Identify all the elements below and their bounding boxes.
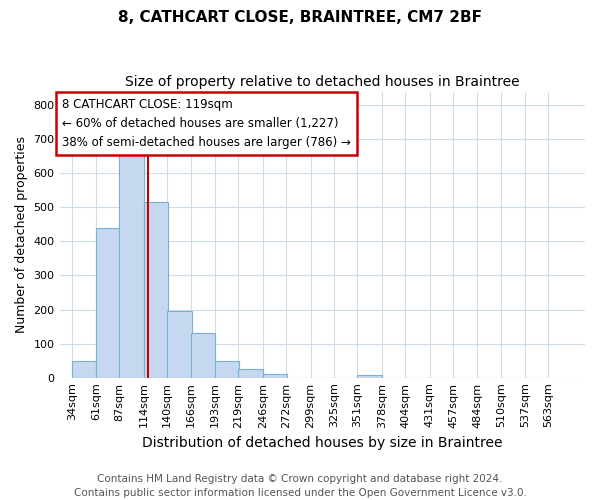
Bar [96,228,121,378]
Bar [191,334,215,378]
Bar [238,369,263,378]
Bar [358,375,382,378]
Title: Size of property relative to detached houses in Braintree: Size of property relative to detached ho… [125,75,520,89]
Bar [167,312,191,378]
X-axis label: Distribution of detached houses by size in Braintree: Distribution of detached houses by size … [142,436,503,450]
Text: 8 CATHCART CLOSE: 119sqm
← 60% of detached houses are smaller (1,227)
38% of sem: 8 CATHCART CLOSE: 119sqm ← 60% of detach… [62,98,351,150]
Bar [119,153,144,378]
Y-axis label: Number of detached properties: Number of detached properties [15,136,28,333]
Bar [263,374,287,378]
Text: 8, CATHCART CLOSE, BRAINTREE, CM7 2BF: 8, CATHCART CLOSE, BRAINTREE, CM7 2BF [118,10,482,25]
Text: Contains HM Land Registry data © Crown copyright and database right 2024.
Contai: Contains HM Land Registry data © Crown c… [74,474,526,498]
Bar [72,360,96,378]
Bar [215,360,239,378]
Bar [144,202,168,378]
